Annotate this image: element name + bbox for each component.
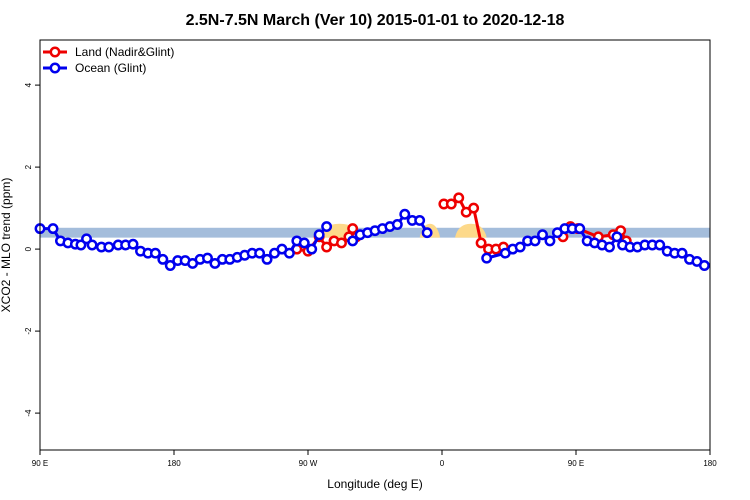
data-point: [676, 247, 688, 259]
land-band-2: [455, 223, 487, 238]
y-axis: -4 -2 0 2 4: [24, 82, 40, 417]
legend-marker: [49, 62, 61, 74]
data-point: [103, 241, 115, 253]
y-axis-label: XCO2 - MLO trend (ppm): [0, 178, 13, 313]
legend-item-0: Land (Nadir&Glint): [43, 45, 174, 59]
data-point: [481, 252, 493, 264]
legend-label: Ocean (Glint): [75, 61, 146, 75]
data-point: [336, 237, 347, 249]
y-tick-label: 0: [24, 246, 33, 251]
data-point: [283, 247, 295, 259]
data-point: [414, 214, 426, 226]
data-point: [298, 237, 310, 249]
data-point: [514, 241, 526, 253]
y-tick-label: -2: [24, 327, 33, 335]
data-point: [453, 192, 465, 204]
data-point: [261, 253, 273, 265]
x-axis-label: Longitude (deg E): [327, 477, 422, 491]
legend-marker: [49, 46, 61, 58]
data-point: [468, 202, 480, 214]
series-1: [34, 208, 710, 271]
y-tick-label: -4: [24, 409, 33, 417]
data-point: [544, 235, 556, 247]
data-point: [445, 198, 457, 210]
data-point: [475, 237, 487, 249]
x-tick-label: 90 E: [32, 459, 48, 468]
x-tick-label: 180: [167, 459, 181, 468]
y-tick-label: 2: [24, 164, 33, 169]
data-point: [202, 252, 213, 264]
plot-area: [34, 192, 710, 271]
data-point: [604, 241, 615, 253]
chart-title: 2.5N-7.5N March (Ver 10) 2015-01-01 to 2…: [186, 12, 565, 29]
data-point: [313, 229, 325, 241]
data-point: [306, 243, 318, 255]
legend-item-1: Ocean (Glint): [43, 61, 146, 75]
data-point: [149, 247, 161, 259]
data-point: [254, 247, 266, 259]
data-point: [47, 223, 59, 235]
x-tick-label: 0: [440, 459, 445, 468]
data-point: [321, 241, 333, 253]
data-point: [574, 223, 586, 235]
data-point: [321, 221, 333, 233]
legend-label: Land (Nadir&Glint): [75, 45, 174, 59]
x-tick-label: 180: [703, 459, 717, 468]
x-tick-label: 90 W: [299, 459, 318, 468]
data-point: [391, 219, 403, 230]
data-point: [654, 239, 666, 251]
data-point: [611, 231, 623, 243]
data-point: [537, 229, 548, 241]
data-point: [86, 239, 98, 251]
legend: Land (Nadir&Glint) Ocean (Glint): [43, 45, 174, 75]
data-point: [347, 235, 359, 247]
data-point: [529, 235, 541, 247]
data-point: [127, 238, 139, 250]
data-point: [164, 260, 176, 271]
x-axis: 90 E 180 90 W 0 90 E 180: [32, 450, 717, 468]
series-layer: [34, 192, 710, 271]
plot-frame: [39, 39, 711, 451]
data-point: [157, 253, 169, 265]
data-point: [698, 260, 710, 271]
y-tick-label: 4: [24, 82, 33, 87]
data-point: [421, 227, 433, 239]
x-tick-label: 90 E: [568, 459, 584, 468]
data-point: [347, 223, 359, 235]
data-point: [399, 208, 411, 220]
